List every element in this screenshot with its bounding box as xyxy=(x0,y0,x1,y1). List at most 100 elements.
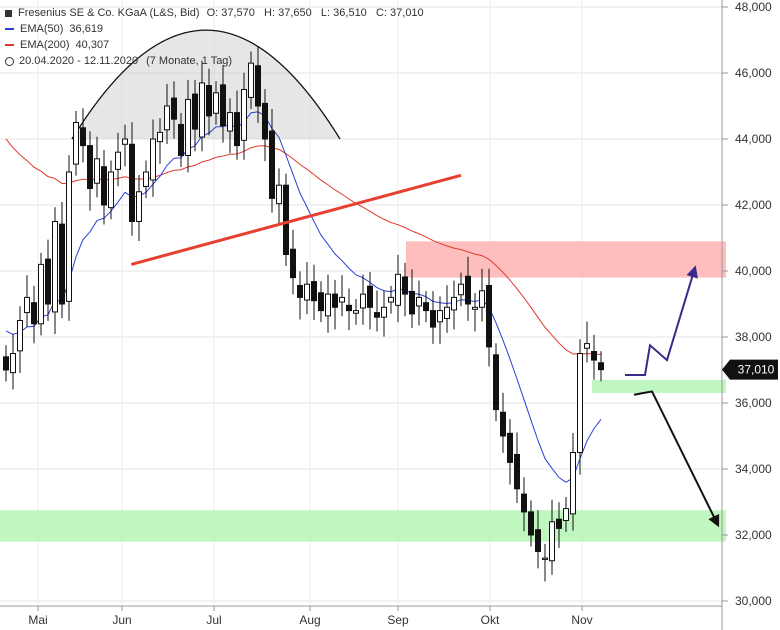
candle-body xyxy=(381,306,387,318)
candle-body xyxy=(185,98,191,156)
candle-body xyxy=(395,273,401,306)
candle-body xyxy=(178,123,184,157)
candle-body xyxy=(17,320,23,352)
candle-body xyxy=(213,92,219,114)
ema50-value: 36,619 xyxy=(69,23,104,35)
ema50-polyline xyxy=(5,111,602,483)
y-tick-label: 32,000 xyxy=(735,528,772,542)
candle-body xyxy=(563,508,569,521)
candle-body xyxy=(584,343,590,349)
legend-range-row: 20.04.2020 - 12.11.2020 (7 Monate, 1 Tag… xyxy=(5,53,424,69)
candle-body xyxy=(73,122,79,165)
candle-body xyxy=(157,131,163,143)
candle-body xyxy=(353,310,359,314)
candle-body xyxy=(409,290,415,315)
date-range-detail: (7 Monate, 1 Tag) xyxy=(146,55,233,67)
candle-body xyxy=(521,493,527,513)
candle-body xyxy=(318,292,324,312)
candle-body xyxy=(31,302,37,325)
candle-body xyxy=(297,285,303,298)
candle-body xyxy=(542,557,548,560)
grid-lines xyxy=(0,0,722,606)
y-tick-label: 34,000 xyxy=(735,462,772,476)
candle-body xyxy=(206,85,212,117)
candle-body xyxy=(388,296,394,303)
candle-body xyxy=(514,453,520,490)
candle-body xyxy=(241,89,247,141)
x-tick-label: Okt xyxy=(481,613,500,627)
candle-body xyxy=(248,62,254,98)
candle-body xyxy=(311,281,317,302)
y-tick-label: 44,000 xyxy=(735,132,772,146)
clock-icon xyxy=(5,56,14,66)
legend-ema50-row[interactable]: EMA(50) 36,619 xyxy=(5,21,424,37)
arrow-up xyxy=(625,265,698,376)
x-tick-label: Nov xyxy=(571,613,592,627)
candle-body xyxy=(500,411,506,437)
y-tick-label: 48,000 xyxy=(735,0,772,14)
candle-body xyxy=(24,296,30,314)
legend-instrument-row: Fresenius SE & Co. KGaA (L&S, Bid) O: 37… xyxy=(5,5,424,21)
candle-body xyxy=(479,290,485,308)
candle-body xyxy=(150,138,156,181)
candle-body xyxy=(143,171,149,188)
candle-body xyxy=(283,184,289,255)
candle-body xyxy=(38,263,44,325)
candle-body xyxy=(276,184,282,205)
candle-body xyxy=(465,275,471,305)
candle-body xyxy=(199,82,205,138)
candle-body xyxy=(108,171,114,209)
trendline-line xyxy=(130,173,462,266)
candle-body xyxy=(94,158,100,184)
candle-body xyxy=(66,171,72,302)
zone-rect-0 xyxy=(406,241,726,278)
candle-body xyxy=(486,285,492,348)
candle-body xyxy=(577,353,583,453)
candle-body xyxy=(255,65,261,107)
candle-body xyxy=(367,285,373,308)
candles xyxy=(3,46,604,582)
y-tick-label: 36,000 xyxy=(735,396,772,410)
candle-body xyxy=(535,529,541,552)
candle-body xyxy=(332,293,338,308)
candle-body xyxy=(346,304,352,312)
candle-body xyxy=(52,221,58,313)
candle-body xyxy=(339,296,345,303)
candle-body xyxy=(115,151,121,170)
chart-legend: Fresenius SE & Co. KGaA (L&S, Bid) O: 37… xyxy=(5,5,424,69)
zone-rect-1 xyxy=(592,379,726,394)
candle-body xyxy=(171,97,177,120)
candle-body xyxy=(451,296,457,311)
legend-ema200-row[interactable]: EMA(200) 40,307 xyxy=(5,37,424,53)
candle-body xyxy=(507,432,513,463)
last-price-box xyxy=(722,359,778,380)
x-tick-label: Aug xyxy=(299,613,320,627)
y-tick-label: 46,000 xyxy=(735,66,772,80)
x-tick-label: Jun xyxy=(112,613,131,627)
candle-body xyxy=(10,353,16,374)
candle-body xyxy=(101,166,107,206)
candle-body xyxy=(80,127,86,147)
candle-body xyxy=(227,112,233,132)
y-axis: 30,000 32,000 34,000 36,000 38,000 40,000 42,0… xyxy=(721,0,772,630)
candle-body xyxy=(591,351,597,361)
rounded-top-annotation xyxy=(71,29,341,140)
candle-body xyxy=(472,306,478,310)
candle-body xyxy=(262,102,268,140)
ema200-label: EMA(200) xyxy=(20,39,70,51)
candle-body xyxy=(122,138,128,145)
candle-body xyxy=(234,112,240,147)
candle-body xyxy=(374,312,380,318)
candle-body xyxy=(45,258,51,305)
instrument-swatch-icon xyxy=(5,9,12,17)
candle-body xyxy=(458,283,464,296)
candle-body xyxy=(3,356,9,371)
trendline xyxy=(130,173,462,266)
ema50-swatch-icon xyxy=(5,28,14,30)
candle-body xyxy=(430,310,436,328)
instrument-name: Fresenius SE & Co. KGaA (L&S, Bid) xyxy=(18,7,200,19)
candle-body xyxy=(416,296,422,307)
candle-body xyxy=(598,362,604,371)
ema50-line xyxy=(5,111,602,483)
